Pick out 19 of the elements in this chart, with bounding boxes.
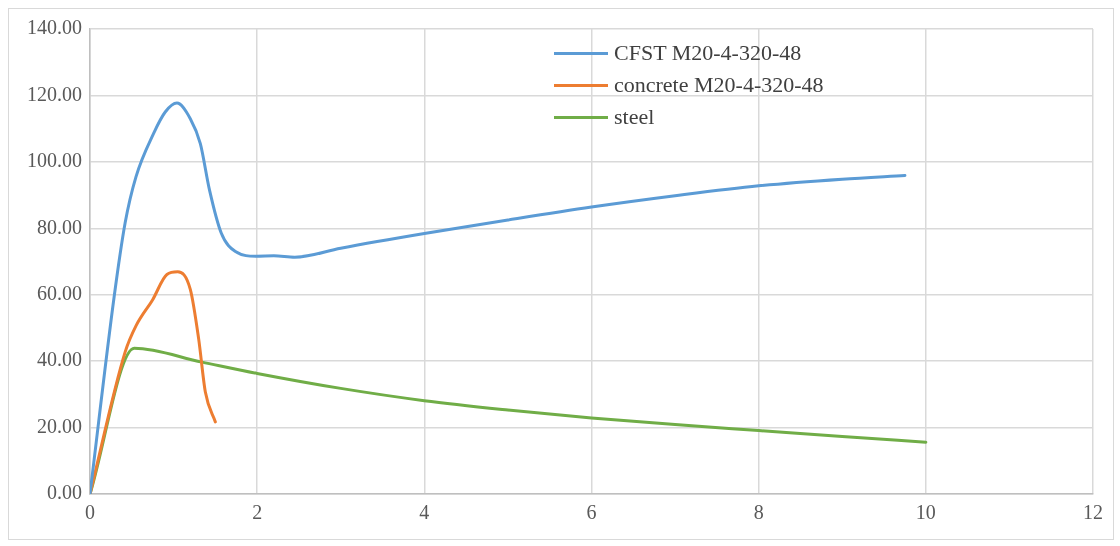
y-tick-label: 60.00: [37, 281, 82, 304]
x-tick-label: 10: [915, 501, 936, 524]
y-tick-label: 100.00: [27, 149, 82, 172]
line-series: [90, 101, 907, 494]
legend-label: concrete M20-4-320-48: [614, 71, 824, 99]
y-tick-label: 120.00: [27, 82, 82, 105]
x-tick-label: 4: [419, 501, 430, 524]
y-tick-label: 20.00: [37, 414, 82, 437]
x-tick-label: 0: [85, 501, 95, 524]
y-tick-label: 40.00: [37, 348, 82, 371]
legend-label: steel: [614, 103, 655, 131]
x-tick-label: 8: [753, 501, 764, 524]
y-tick-label: 140.00: [27, 16, 82, 39]
x-tick-label: 2: [252, 501, 263, 524]
y-tick-label: 80.00: [37, 215, 82, 238]
x-tick-label: 12: [1083, 501, 1103, 524]
x-tick-label: 6: [586, 501, 597, 524]
legend-label: CFST M20-4-320-48: [614, 39, 802, 67]
y-tick-label: 0.00: [47, 481, 82, 504]
